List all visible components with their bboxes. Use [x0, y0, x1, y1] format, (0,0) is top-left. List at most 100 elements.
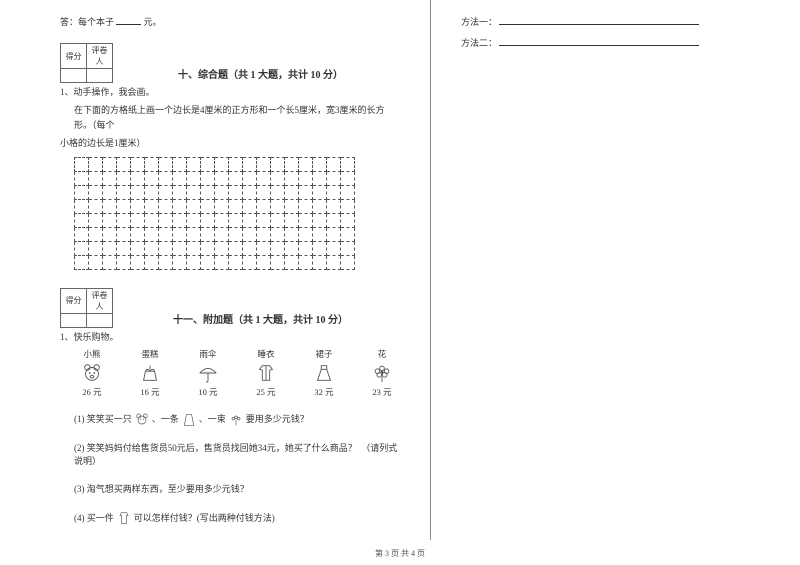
flower-icon — [228, 412, 244, 428]
page-footer: 第 3 页 共 4 页 — [0, 548, 800, 559]
grid-cell — [313, 227, 327, 241]
grid-cell — [229, 199, 243, 213]
grid-cell — [257, 213, 271, 227]
method2-line: 方法二： — [461, 36, 740, 49]
grid-cell — [215, 199, 229, 213]
shop-price: 32 元 — [314, 386, 333, 398]
grid-cell — [285, 241, 299, 255]
grid-cell — [243, 157, 257, 171]
reviewer-label: 评卷人 — [87, 44, 113, 69]
grid-cell — [159, 157, 173, 171]
right-column: 方法一： 方法二： — [431, 0, 800, 540]
grid-cell — [173, 255, 187, 269]
score-cell — [61, 69, 87, 83]
grid-cell — [117, 255, 131, 269]
skirt-icon — [313, 362, 335, 384]
grid-cell — [131, 241, 145, 255]
grid-cell — [271, 199, 285, 213]
q11-num: 1、快乐购物。 — [60, 330, 400, 344]
answer-blank — [116, 15, 141, 25]
grid-cell — [103, 241, 117, 255]
grid-cell — [229, 157, 243, 171]
grid-cell — [103, 227, 117, 241]
grid-cell — [131, 255, 145, 269]
score-label: 得分 — [61, 288, 87, 313]
grid-cell — [75, 241, 89, 255]
sub-q3: (3) 淘气想买两样东西，至少要用多少元钱？ — [74, 483, 400, 497]
grid-cell — [243, 241, 257, 255]
grid-cell — [285, 227, 299, 241]
grid-cell — [75, 157, 89, 171]
grid-cell — [131, 185, 145, 199]
score-table-11: 得分 评卷人 — [60, 288, 113, 328]
grid-cell — [187, 227, 201, 241]
grid-cell — [187, 157, 201, 171]
grid-cell — [327, 171, 341, 185]
grid-cell — [229, 171, 243, 185]
score-cell — [61, 313, 87, 327]
sub4-a: (4) 买一件 — [74, 512, 114, 526]
method1-blank — [499, 15, 699, 25]
grid-cell — [271, 157, 285, 171]
grid-cell — [117, 157, 131, 171]
grid-cell — [243, 255, 257, 269]
grid-cell — [327, 227, 341, 241]
grid-cell — [271, 255, 285, 269]
grid-cell — [187, 199, 201, 213]
grid-cell — [103, 199, 117, 213]
grid-cell — [103, 157, 117, 171]
grid-cell — [145, 199, 159, 213]
grid-cell — [145, 157, 159, 171]
grid-cell — [271, 241, 285, 255]
grid-cell — [257, 227, 271, 241]
grid-cell — [229, 213, 243, 227]
pajama-icon — [255, 362, 277, 384]
grid-cell — [159, 255, 173, 269]
reviewer-label: 评卷人 — [87, 288, 113, 313]
grid-cell — [229, 241, 243, 255]
method1-label: 方法一： — [461, 17, 497, 27]
shop-label: 蛋糕 — [141, 348, 158, 360]
grid-cell — [299, 227, 313, 241]
grid-cell — [285, 171, 299, 185]
sub3-text: (3) 淘气想买两样东西，至少要用多少元钱？ — [74, 483, 249, 497]
grid-cell — [341, 255, 355, 269]
grid-cell — [75, 227, 89, 241]
grid-cell — [103, 213, 117, 227]
score-label: 得分 — [61, 44, 87, 69]
grid-cell — [299, 255, 313, 269]
grid-cell — [327, 157, 341, 171]
grid-cell — [229, 255, 243, 269]
grid-cell — [103, 185, 117, 199]
grid-cell — [89, 227, 103, 241]
grid-cell — [341, 171, 355, 185]
shop-price: 25 元 — [256, 386, 275, 398]
grid-cell — [313, 199, 327, 213]
grid-cell — [313, 185, 327, 199]
section11-header: 得分 评卷人 十一、附加题（共 1 大题，共计 10 分） — [60, 288, 400, 328]
pajama-icon — [116, 510, 132, 526]
shop-item: 小熊26 元 — [74, 348, 110, 398]
grid-cell — [187, 255, 201, 269]
grid-cell — [117, 241, 131, 255]
grid-cell — [89, 213, 103, 227]
grid-cell — [229, 227, 243, 241]
grid-cell — [159, 241, 173, 255]
grid-cell — [285, 213, 299, 227]
method2-blank — [499, 36, 699, 46]
grid-cell — [145, 227, 159, 241]
grid-cell — [201, 241, 215, 255]
grid-cell — [215, 171, 229, 185]
section10-title: 十、综合题（共 1 大题，共计 10 分） — [121, 66, 400, 83]
grid-cell — [327, 185, 341, 199]
grid-cell — [201, 171, 215, 185]
grid-cell — [75, 171, 89, 185]
grid-cell — [341, 185, 355, 199]
grid-cell — [187, 241, 201, 255]
shop-label: 睡衣 — [257, 348, 274, 360]
grid-cell — [159, 199, 173, 213]
grid-cell — [201, 185, 215, 199]
sub-q1: (1) 笑笑买一只 、一条 、一束 要用多少元钱？ — [74, 412, 400, 428]
grid-cell — [89, 171, 103, 185]
sub-q4: (4) 买一件 可以怎样付钱？(写出两种付钱方法) — [74, 510, 400, 526]
